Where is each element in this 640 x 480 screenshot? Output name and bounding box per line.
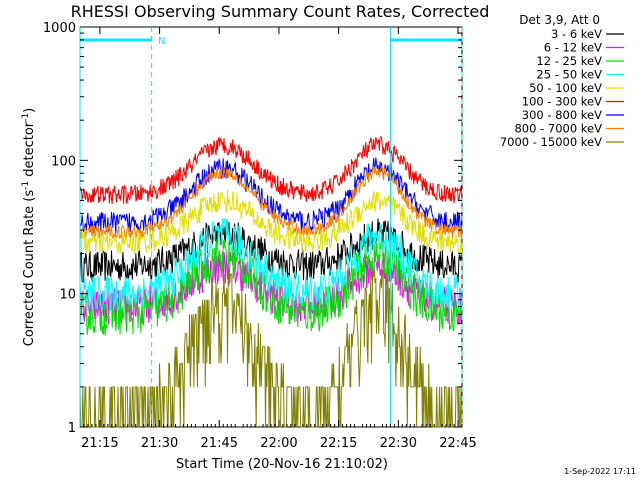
legend-label: 7000 - 15000 keV bbox=[500, 135, 602, 149]
series-line-5 bbox=[79, 136, 463, 204]
y-tick-label: 100 bbox=[51, 154, 76, 169]
footer-timestamp: 1-Sep-2022 17:11 bbox=[564, 467, 636, 476]
x-tick-label: 22:15 bbox=[320, 436, 357, 451]
series-line-2 bbox=[79, 235, 463, 336]
chart-title: RHESSI Observing Summary Count Rates, Co… bbox=[71, 2, 490, 21]
legend-label: 6 - 12 keV bbox=[544, 41, 602, 55]
night-marker-label: N bbox=[158, 36, 165, 47]
legend-label: 12 - 25 keV bbox=[536, 54, 602, 68]
y-tick-label: 1000 bbox=[43, 21, 76, 36]
x-tick-label: 22:45 bbox=[439, 436, 476, 451]
legend-label: 100 - 300 keV bbox=[522, 95, 602, 109]
x-tick-label: 22:30 bbox=[380, 436, 417, 451]
legend-label: 300 - 800 keV bbox=[522, 108, 602, 122]
legend-label: 50 - 100 keV bbox=[529, 81, 602, 95]
legend-label: 800 - 7000 keV bbox=[514, 122, 602, 136]
series-line-7 bbox=[79, 165, 463, 240]
legend-label: 3 - 6 keV bbox=[551, 27, 602, 41]
x-axis: 21:15 21:30 21:45 22:00 22:15 22:30 22:45 bbox=[81, 27, 477, 451]
y-axis: 1 10 100 1000 bbox=[43, 21, 462, 436]
x-tick-label: 21:15 bbox=[81, 436, 118, 451]
series-line-6 bbox=[79, 157, 463, 234]
series-line-8 bbox=[79, 269, 463, 428]
x-tick-label: 21:45 bbox=[201, 436, 238, 451]
y-tick-label: 1 bbox=[68, 421, 76, 436]
series-layer bbox=[79, 136, 463, 428]
series-line-3 bbox=[79, 218, 463, 312]
night-markers bbox=[79, 27, 463, 427]
x-tick-label: 22:00 bbox=[260, 436, 297, 451]
legend-header: Det 3,9, Att 0 bbox=[519, 13, 600, 27]
legend-label: 25 - 50 keV bbox=[536, 68, 602, 82]
y-axis-label: Corrected Count Rate (s-1 detector-1) bbox=[21, 108, 37, 346]
x-tick-label: 21:30 bbox=[141, 436, 178, 451]
y-tick-label: 10 bbox=[59, 288, 76, 303]
x-axis-label: Start Time (20-Nov-16 21:10:02) bbox=[176, 457, 388, 472]
